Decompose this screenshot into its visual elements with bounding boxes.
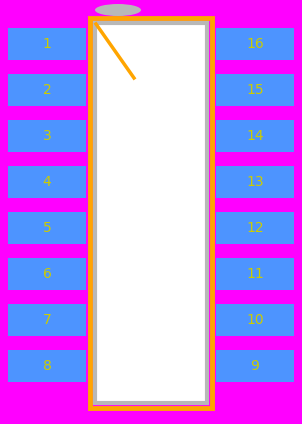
Bar [90, 18, 212, 408]
Bar [8, 350, 86, 382]
Text: 9: 9 [251, 359, 259, 373]
Bar [216, 28, 294, 60]
Text: 1: 1 [43, 37, 51, 51]
Bar [8, 212, 86, 244]
Text: 13: 13 [246, 175, 264, 189]
Bar [216, 258, 294, 290]
Bar [8, 28, 86, 60]
Text: 6: 6 [43, 267, 51, 281]
Bar [8, 166, 86, 198]
Text: 15: 15 [246, 83, 264, 97]
Text: 12: 12 [246, 221, 264, 235]
Bar [8, 120, 86, 152]
Bar [216, 212, 294, 244]
Bar [216, 350, 294, 382]
Text: 7: 7 [43, 313, 51, 327]
Bar [95, 23, 207, 403]
Text: 16: 16 [246, 37, 264, 51]
Text: 11: 11 [246, 267, 264, 281]
Text: 4: 4 [43, 175, 51, 189]
Text: 3: 3 [43, 129, 51, 143]
Bar [216, 120, 294, 152]
Bar [216, 304, 294, 336]
Bar [8, 258, 86, 290]
Text: 2: 2 [43, 83, 51, 97]
Text: 5: 5 [43, 221, 51, 235]
Text: 8: 8 [43, 359, 51, 373]
Bar [8, 304, 86, 336]
Text: 10: 10 [246, 313, 264, 327]
Bar [216, 74, 294, 106]
Bar [216, 166, 294, 198]
Text: 14: 14 [246, 129, 264, 143]
Bar [8, 74, 86, 106]
Ellipse shape [95, 4, 141, 16]
